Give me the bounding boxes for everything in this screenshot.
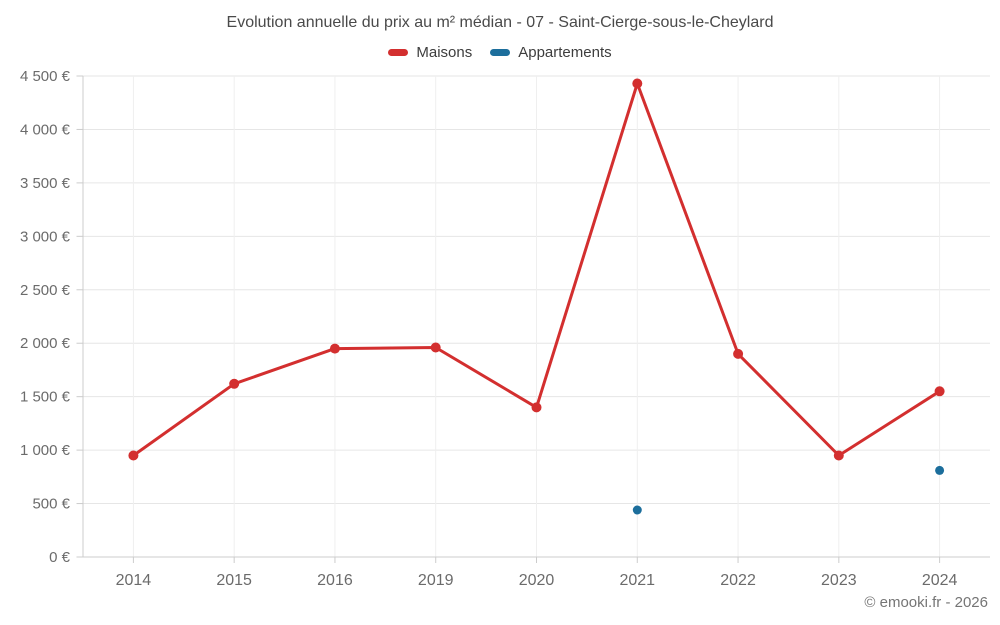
x-axis-label: 2016: [317, 572, 353, 589]
data-point-maisons-2024[interactable]: [934, 386, 945, 397]
x-axis-label: 2020: [519, 572, 555, 589]
data-point-maisons-2014[interactable]: [128, 450, 139, 461]
y-axis-label: 2 000 €: [20, 335, 71, 352]
legend-swatch-appartements-icon: [490, 49, 511, 56]
data-point-appartements-2021[interactable]: [632, 505, 642, 515]
chart-title: Evolution annuelle du prix au m² médian …: [226, 14, 774, 31]
y-axis-label: 4 500 €: [20, 68, 71, 85]
x-axis-label: 2014: [116, 572, 152, 589]
legend-item-maisons[interactable]: Maisons: [388, 44, 472, 61]
y-axis-label: 500 €: [32, 496, 70, 513]
data-point-appartements-2024[interactable]: [935, 465, 945, 475]
legend-label-maisons: Maisons: [416, 44, 473, 61]
data-point-maisons-2016[interactable]: [329, 343, 340, 354]
y-axis-label: 2 500 €: [20, 282, 71, 299]
legend: Maisons Appartements: [0, 44, 1000, 61]
x-axis-label: 2019: [418, 572, 454, 589]
data-point-maisons-2020[interactable]: [531, 402, 542, 413]
y-axis-label: 1 500 €: [20, 389, 71, 406]
data-point-maisons-2023[interactable]: [833, 450, 844, 461]
legend-label-appartements: Appartements: [518, 44, 612, 61]
legend-swatch-maisons-icon: [388, 49, 409, 56]
y-axis-label: 3 000 €: [20, 228, 71, 245]
y-axis-label: 3 500 €: [20, 175, 71, 192]
y-axis-label: 0 €: [49, 549, 71, 566]
legend-item-appartements[interactable]: Appartements: [490, 44, 612, 61]
data-point-maisons-2022[interactable]: [733, 348, 744, 359]
y-axis-label: 1 000 €: [20, 442, 71, 459]
copyright-text: © emooki.fr - 2026: [864, 594, 988, 611]
data-point-maisons-2015[interactable]: [229, 378, 240, 389]
x-axis-label: 2024: [922, 572, 958, 589]
x-axis-label: 2022: [720, 572, 756, 589]
y-axis-label: 4 000 €: [20, 121, 71, 138]
x-axis-label: 2021: [619, 572, 655, 589]
x-axis-label: 2015: [216, 572, 252, 589]
data-point-maisons-2019[interactable]: [430, 342, 441, 353]
x-axis-label: 2023: [821, 572, 857, 589]
data-point-maisons-2021[interactable]: [632, 78, 643, 89]
